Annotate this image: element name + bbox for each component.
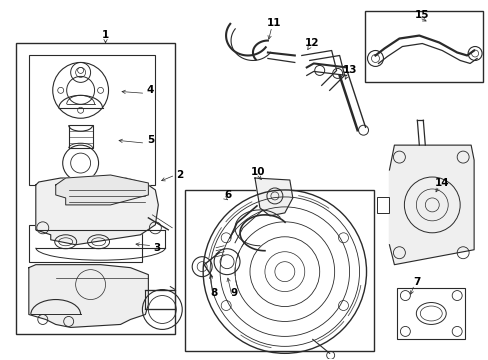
Text: 2: 2 xyxy=(176,170,183,180)
Text: 13: 13 xyxy=(342,66,356,76)
Text: 10: 10 xyxy=(250,167,264,177)
Text: 12: 12 xyxy=(304,37,318,48)
Text: 9: 9 xyxy=(230,288,237,298)
Bar xyxy=(185,190,374,351)
Text: 1: 1 xyxy=(102,30,109,40)
Bar xyxy=(145,289,175,310)
Text: 8: 8 xyxy=(210,288,217,298)
Text: 3: 3 xyxy=(153,243,161,253)
Text: 6: 6 xyxy=(224,190,231,200)
Polygon shape xyxy=(56,175,148,205)
Bar xyxy=(29,225,142,262)
Polygon shape xyxy=(254,178,292,216)
Bar xyxy=(16,42,175,334)
Text: 4: 4 xyxy=(146,85,154,95)
Polygon shape xyxy=(388,145,473,265)
Text: 5: 5 xyxy=(146,135,154,145)
Polygon shape xyxy=(29,265,148,328)
Bar xyxy=(68,125,92,148)
Text: 11: 11 xyxy=(266,18,281,28)
Polygon shape xyxy=(36,178,158,245)
Bar xyxy=(29,55,155,185)
Bar xyxy=(364,11,482,82)
Text: 7: 7 xyxy=(413,276,420,287)
Bar xyxy=(397,288,464,339)
Text: 14: 14 xyxy=(434,178,448,188)
Text: 15: 15 xyxy=(414,10,428,20)
Bar xyxy=(377,197,388,213)
